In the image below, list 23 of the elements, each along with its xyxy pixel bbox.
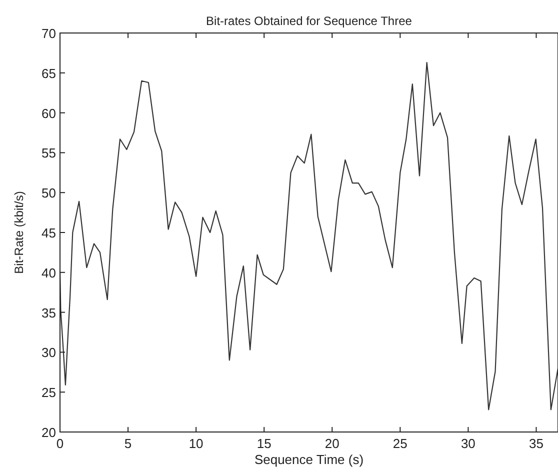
x-tick-label: 15: [256, 436, 272, 451]
y-tick-label: 65: [42, 66, 56, 81]
y-tick-label: 40: [42, 265, 56, 280]
x-tick-label: 0: [56, 436, 64, 451]
x-tick-label: 35: [528, 436, 544, 451]
line-series: [59, 62, 558, 410]
y-tick-label: 25: [42, 385, 56, 400]
y-tick-label: 60: [42, 106, 56, 121]
y-tick-label: 30: [42, 345, 56, 360]
x-tick-label: 25: [392, 436, 408, 451]
x-tick-label: 5: [124, 436, 132, 451]
y-tick-label: 50: [42, 186, 56, 201]
y-tick-label: 20: [42, 425, 56, 440]
y-tick-label: 70: [42, 26, 56, 41]
x-tick-label: 30: [460, 436, 476, 451]
y-axis-title: Bit-Rate (kbit/s): [12, 191, 26, 274]
y-tick-label: 35: [42, 305, 56, 320]
x-tick-label: 20: [324, 436, 340, 451]
chart-title: Bit-rates Obtained for Sequence Three: [206, 14, 412, 28]
x-axis-title: Sequence Time (s): [254, 452, 364, 467]
x-tick-label: 10: [188, 436, 204, 451]
y-tick-label: 55: [42, 146, 56, 161]
y-tick-label: 45: [42, 226, 56, 240]
